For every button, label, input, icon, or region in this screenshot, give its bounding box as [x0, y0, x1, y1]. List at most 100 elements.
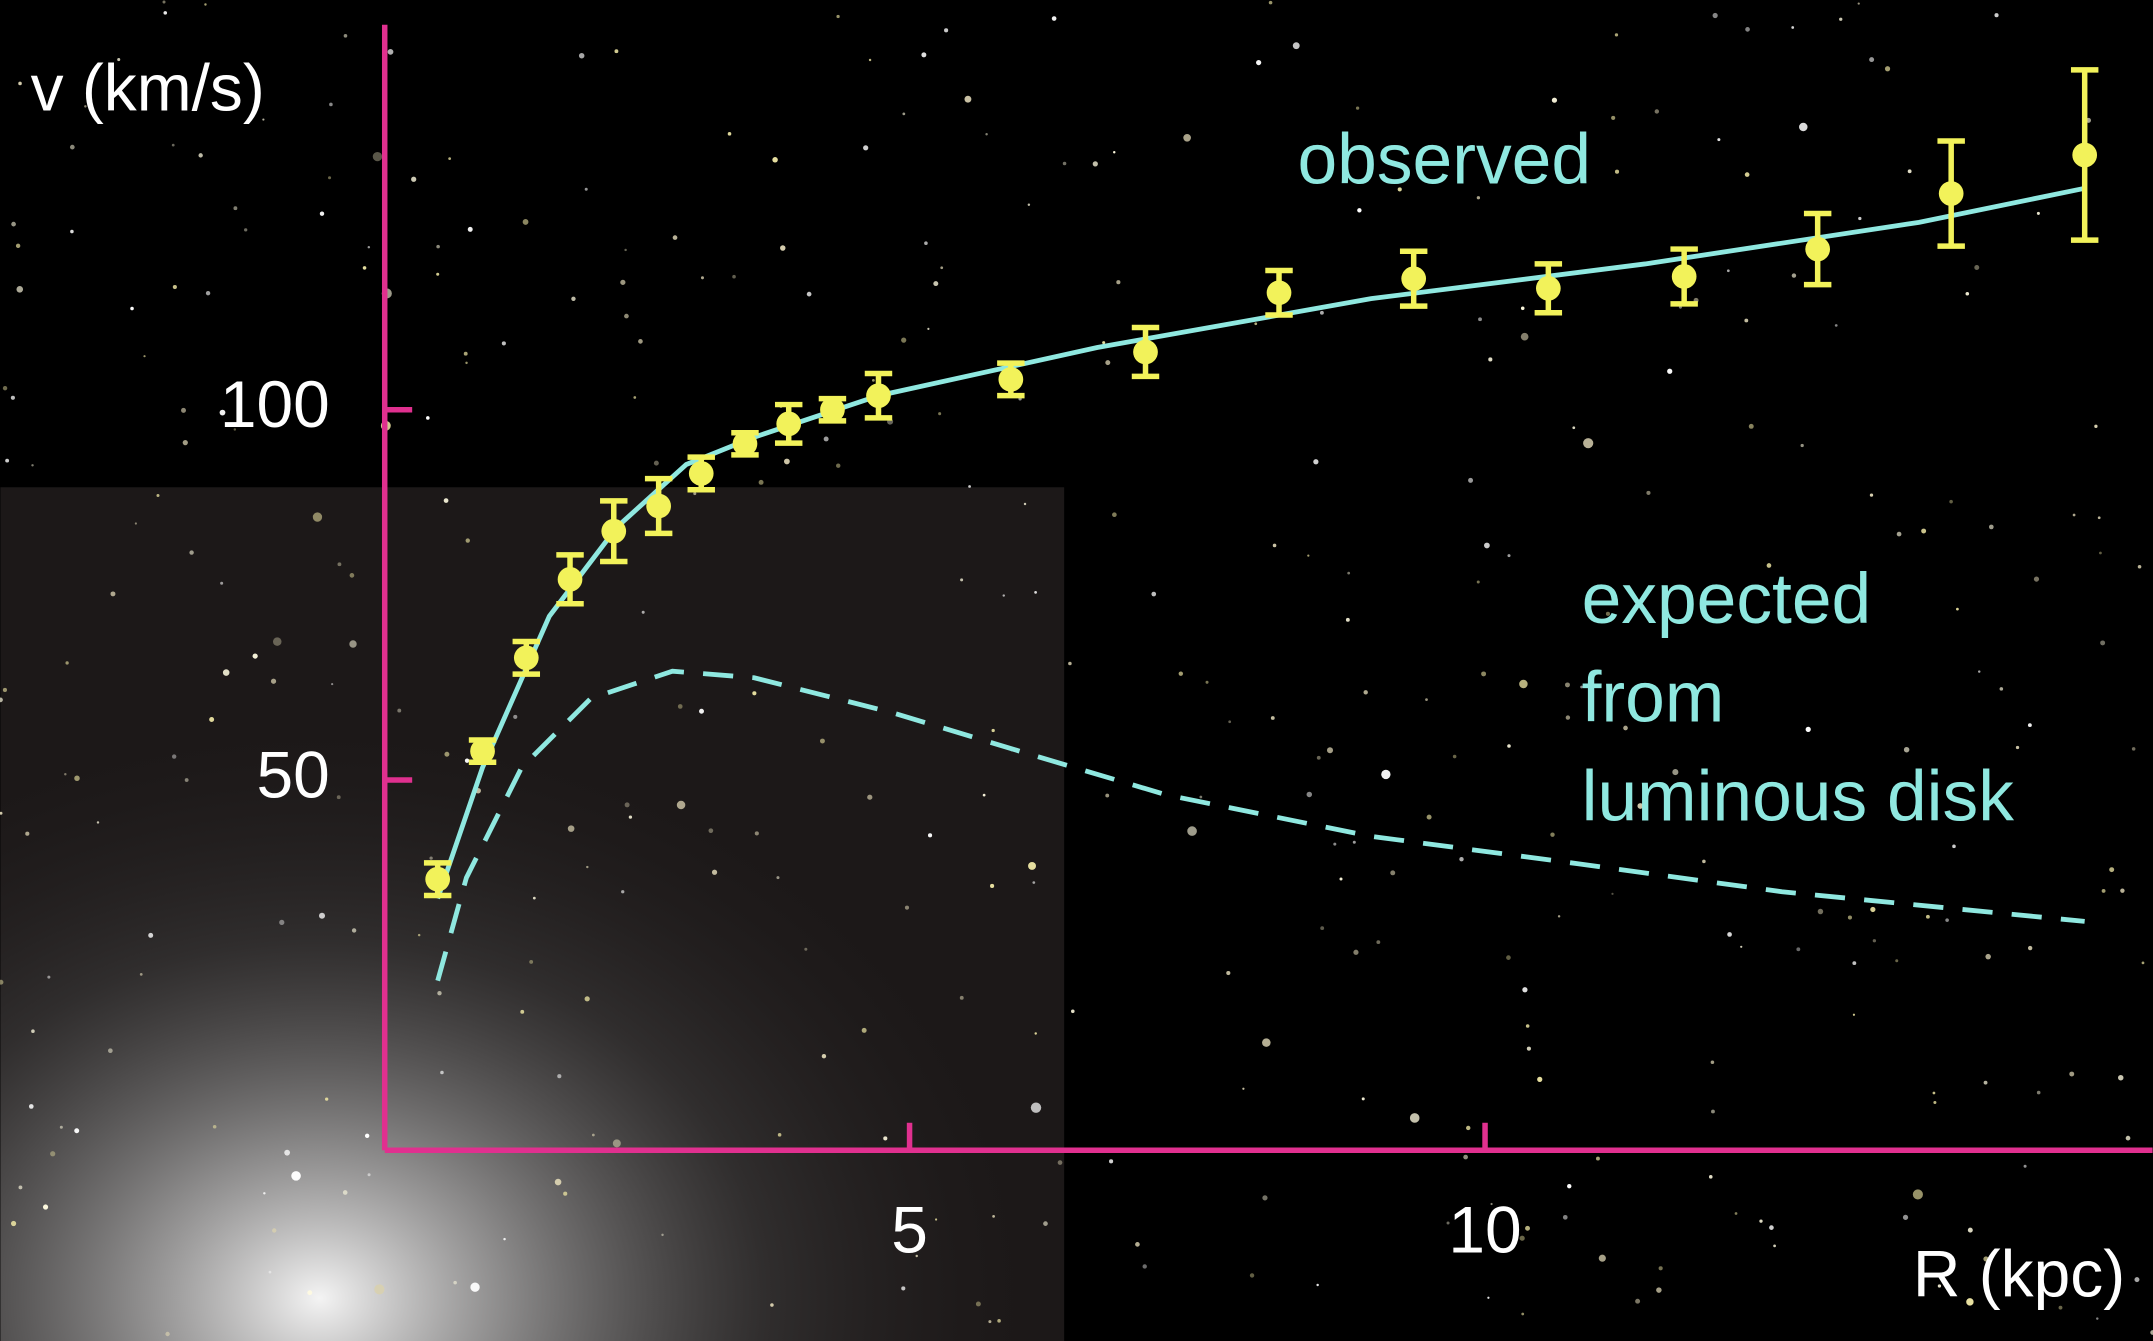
- star: [1313, 459, 1318, 464]
- star: [1521, 306, 1525, 310]
- star: [1596, 1157, 1600, 1161]
- star: [960, 578, 963, 581]
- star: [2126, 1136, 2131, 1141]
- star: [1933, 1101, 1936, 1104]
- star: [1711, 1060, 1715, 1064]
- star: [732, 275, 736, 279]
- star: [368, 1173, 371, 1176]
- star: [944, 28, 948, 32]
- star: [320, 212, 324, 216]
- star: [148, 933, 153, 938]
- star: [172, 144, 175, 147]
- star: [1112, 512, 1117, 517]
- series-label: luminous disk: [1582, 756, 2015, 836]
- star: [1717, 138, 1720, 141]
- star: [1353, 950, 1358, 955]
- star: [143, 355, 145, 357]
- star: [1102, 341, 1105, 344]
- star: [513, 715, 517, 719]
- star: [1615, 170, 1619, 174]
- star: [1522, 987, 1527, 992]
- star: [1966, 292, 1970, 296]
- star: [1043, 1221, 1048, 1226]
- star: [1745, 27, 1750, 32]
- star: [642, 611, 645, 614]
- star: [1853, 1014, 1855, 1016]
- star: [1745, 172, 1750, 177]
- star: [960, 996, 964, 1000]
- star: [709, 828, 714, 833]
- star: [74, 776, 79, 781]
- star: [1024, 503, 1026, 505]
- star: [253, 653, 258, 658]
- star: [18, 82, 22, 86]
- star: [1459, 857, 1463, 861]
- star: [444, 498, 449, 503]
- star: [163, 11, 167, 15]
- star: [1327, 747, 1333, 753]
- star: [1105, 360, 1110, 365]
- star: [1507, 554, 1510, 557]
- star: [824, 436, 829, 441]
- star: [273, 637, 282, 646]
- star: [1003, 594, 1005, 596]
- star: [1713, 13, 1718, 18]
- star: [181, 408, 186, 413]
- star: [902, 113, 905, 116]
- star: [2099, 552, 2102, 555]
- star: [2037, 1091, 2041, 1095]
- star: [1427, 815, 1432, 820]
- star: [633, 396, 636, 399]
- star: [1655, 109, 1659, 113]
- star: [444, 752, 449, 757]
- data-point: [470, 739, 495, 764]
- star: [426, 416, 430, 420]
- star: [2073, 514, 2076, 517]
- data-point: [1672, 264, 1697, 289]
- data-point: [733, 431, 758, 456]
- star: [1357, 208, 1361, 212]
- star: [338, 562, 342, 566]
- data-point: [1805, 237, 1830, 262]
- star: [985, 133, 987, 135]
- star: [935, 1218, 937, 1220]
- star: [1858, 217, 1861, 220]
- star: [585, 188, 588, 191]
- star: [1242, 1088, 1244, 1090]
- star: [1521, 1313, 1524, 1316]
- star: [2034, 576, 2039, 581]
- star: [2098, 516, 2101, 519]
- star: [1466, 1126, 1470, 1130]
- star: [1735, 1212, 1738, 1215]
- star: [3, 688, 7, 692]
- star: [2016, 746, 2019, 749]
- star: [1565, 682, 1570, 687]
- star: [1769, 1225, 1774, 1230]
- star: [784, 459, 790, 465]
- x-tick-label: 5: [891, 1193, 928, 1267]
- star: [436, 273, 439, 276]
- star: [1058, 1160, 1063, 1165]
- star: [329, 103, 333, 107]
- star: [1635, 1299, 1640, 1304]
- star: [307, 1290, 312, 1295]
- series-label: observed: [1297, 120, 1591, 200]
- star: [1320, 311, 1324, 315]
- star: [448, 157, 451, 160]
- star: [1346, 618, 1350, 622]
- star: [836, 15, 839, 18]
- star: [464, 352, 468, 356]
- star: [807, 292, 812, 297]
- star: [1179, 671, 1183, 675]
- star: [244, 228, 247, 231]
- star: [1949, 500, 1953, 504]
- star: [772, 157, 777, 162]
- star: [1068, 662, 1072, 666]
- star: [699, 709, 704, 714]
- star: [1791, 26, 1794, 29]
- star: [1317, 756, 1321, 760]
- star: [429, 856, 432, 859]
- star: [70, 230, 74, 234]
- star: [50, 1151, 55, 1156]
- star: [1552, 98, 1557, 103]
